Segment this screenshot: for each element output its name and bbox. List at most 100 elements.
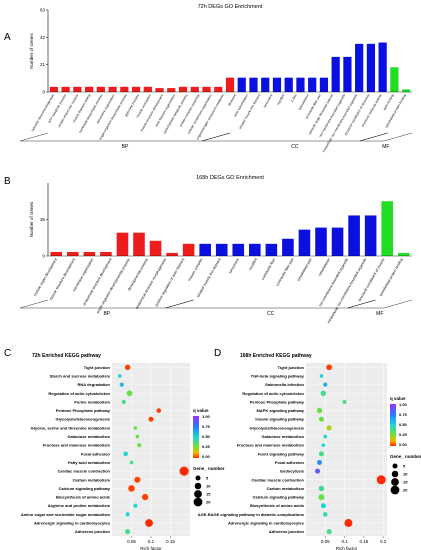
gene-number-legend-label: 20 (403, 488, 408, 493)
bubble (322, 512, 328, 517)
bar (166, 252, 178, 256)
bubble (318, 494, 325, 501)
bubble (117, 374, 122, 378)
bubble (323, 382, 328, 387)
category-label: sarcomere (262, 93, 273, 108)
category-label: cytoskeletal part (296, 258, 312, 282)
group-label: BP (103, 311, 110, 317)
pathway-label: Glycolysis/Gluconeogenesis (56, 417, 111, 422)
x-tick-label: 0.05 (321, 539, 330, 544)
pathway-label: Biosynthesis of amino acids (250, 503, 305, 508)
bubble (320, 390, 327, 396)
category-label: Z disc (290, 93, 298, 103)
category-label: actin binding (382, 93, 395, 111)
chart-title: 168h DEGs GO Enrichment (196, 175, 264, 181)
bar (331, 56, 340, 92)
bar (214, 86, 223, 92)
gene-number-legend-dot (392, 463, 398, 469)
panel-label-c: C (4, 348, 11, 359)
pathway-label: Focal adhesion (275, 460, 305, 465)
group-bracket (19, 299, 194, 309)
pathway-label: Salmonella infection (265, 382, 304, 387)
bar (296, 77, 305, 92)
pathway-label: Adrenergic signaling in cardiomyocytes (228, 521, 305, 526)
panel-label-a: A (4, 32, 11, 43)
bubble (326, 364, 332, 371)
pathway-label: Glycine, serine and threonine metabolism (31, 425, 111, 430)
bar (155, 88, 164, 92)
group-label: MF (376, 311, 383, 317)
pathway-label: Glycolysis/Gluconeogenesis (250, 425, 305, 430)
y-tick-label: 21 (40, 62, 46, 67)
category-label: anatomical structure morphogenesis (135, 257, 168, 309)
bar (149, 240, 162, 256)
bar (308, 77, 317, 92)
group-bracket (347, 299, 413, 309)
bubble (156, 408, 162, 413)
bar (100, 251, 112, 256)
gene-number-legend-dot (194, 490, 202, 498)
y-axis-label: Number of Genes (29, 201, 34, 237)
bar (108, 86, 117, 92)
plot-area (306, 363, 387, 536)
bubble (124, 364, 131, 371)
panel-a-go-bar-chart: 72h DEGs GO Enrichment Number of Genes 0 21… (19, 4, 413, 153)
bubble (137, 443, 142, 448)
bubble (125, 512, 130, 517)
x-tick-label: 0.15 (166, 539, 175, 544)
bar (331, 227, 344, 256)
category-label: intracellular non-membrane-bounded organ… (327, 258, 368, 325)
panel-c-kegg-bubble-chart: 72h Enriched KEGG pathway 0.05 0.1 0.15 Tigh… (21, 353, 225, 550)
group-bracket (201, 132, 388, 142)
x-axis-label: Rich factor (140, 546, 162, 550)
gene-number-legend-dot (391, 478, 399, 486)
bubble (119, 382, 124, 387)
bubble (319, 374, 324, 378)
gene-number-legend-title: Gene_ number (193, 466, 225, 471)
gene-number-legend-label: 5 (206, 476, 209, 481)
bubble (326, 425, 332, 431)
bar (381, 201, 393, 256)
pathway-label: FoxO signaling pathway (258, 451, 305, 456)
x-tick-label: 0.2 (380, 539, 387, 544)
q-value-tick-label: 0.50 (399, 422, 408, 427)
bar (131, 86, 141, 92)
bar (366, 43, 376, 92)
gene-number-legend-title: Gene_ number (390, 454, 421, 459)
bar (284, 77, 293, 92)
gene-number-legend-dot (194, 482, 202, 490)
category-label: myofibril (248, 257, 258, 271)
x-tick-label: 0.1 (148, 539, 155, 544)
bar (378, 42, 387, 92)
gene-number-legend-dot (193, 497, 203, 507)
q-value-tick-label: 1.00 (399, 402, 408, 407)
gene-number-legend-dot (391, 470, 399, 478)
bar (73, 86, 82, 92)
bubble (326, 529, 332, 535)
bar (190, 86, 199, 92)
bar (249, 77, 258, 92)
bar (232, 243, 245, 256)
pathway-label: TGF-beta signaling pathway (251, 373, 305, 378)
bar (67, 251, 79, 256)
bar (49, 86, 58, 92)
pathway-label: Insulin signaling pathway (255, 417, 304, 422)
bubble (318, 485, 325, 492)
panel-d-kegg-bubble-chart: 168h Enriched KEGG pathway 0.05 0.1 0.15 0.2… (198, 353, 421, 550)
pathway-label: Purine metabolism (74, 399, 110, 404)
pathway-label: Fructose and mannose metabolism (43, 443, 111, 448)
bar (96, 86, 105, 92)
bar (272, 77, 282, 92)
pathway-label: Adherens junction (269, 529, 305, 534)
bubble (125, 529, 131, 535)
x-tick-label: 0.05 (127, 539, 136, 544)
bar (355, 43, 364, 92)
q-value-tick-label: 0.00 (202, 454, 211, 459)
pathway-label: Focal adhesion (81, 451, 111, 456)
bubble (344, 519, 353, 528)
pathway-label: Starch and sucrose metabolism (50, 373, 111, 378)
pathway-label: Amino sugar and nucleotide sugar metabol… (21, 512, 111, 517)
pathway-label: Cardiac muscle contraction (58, 469, 111, 474)
group-label: BP (122, 144, 129, 150)
y-tick-label: 0 (42, 90, 45, 95)
